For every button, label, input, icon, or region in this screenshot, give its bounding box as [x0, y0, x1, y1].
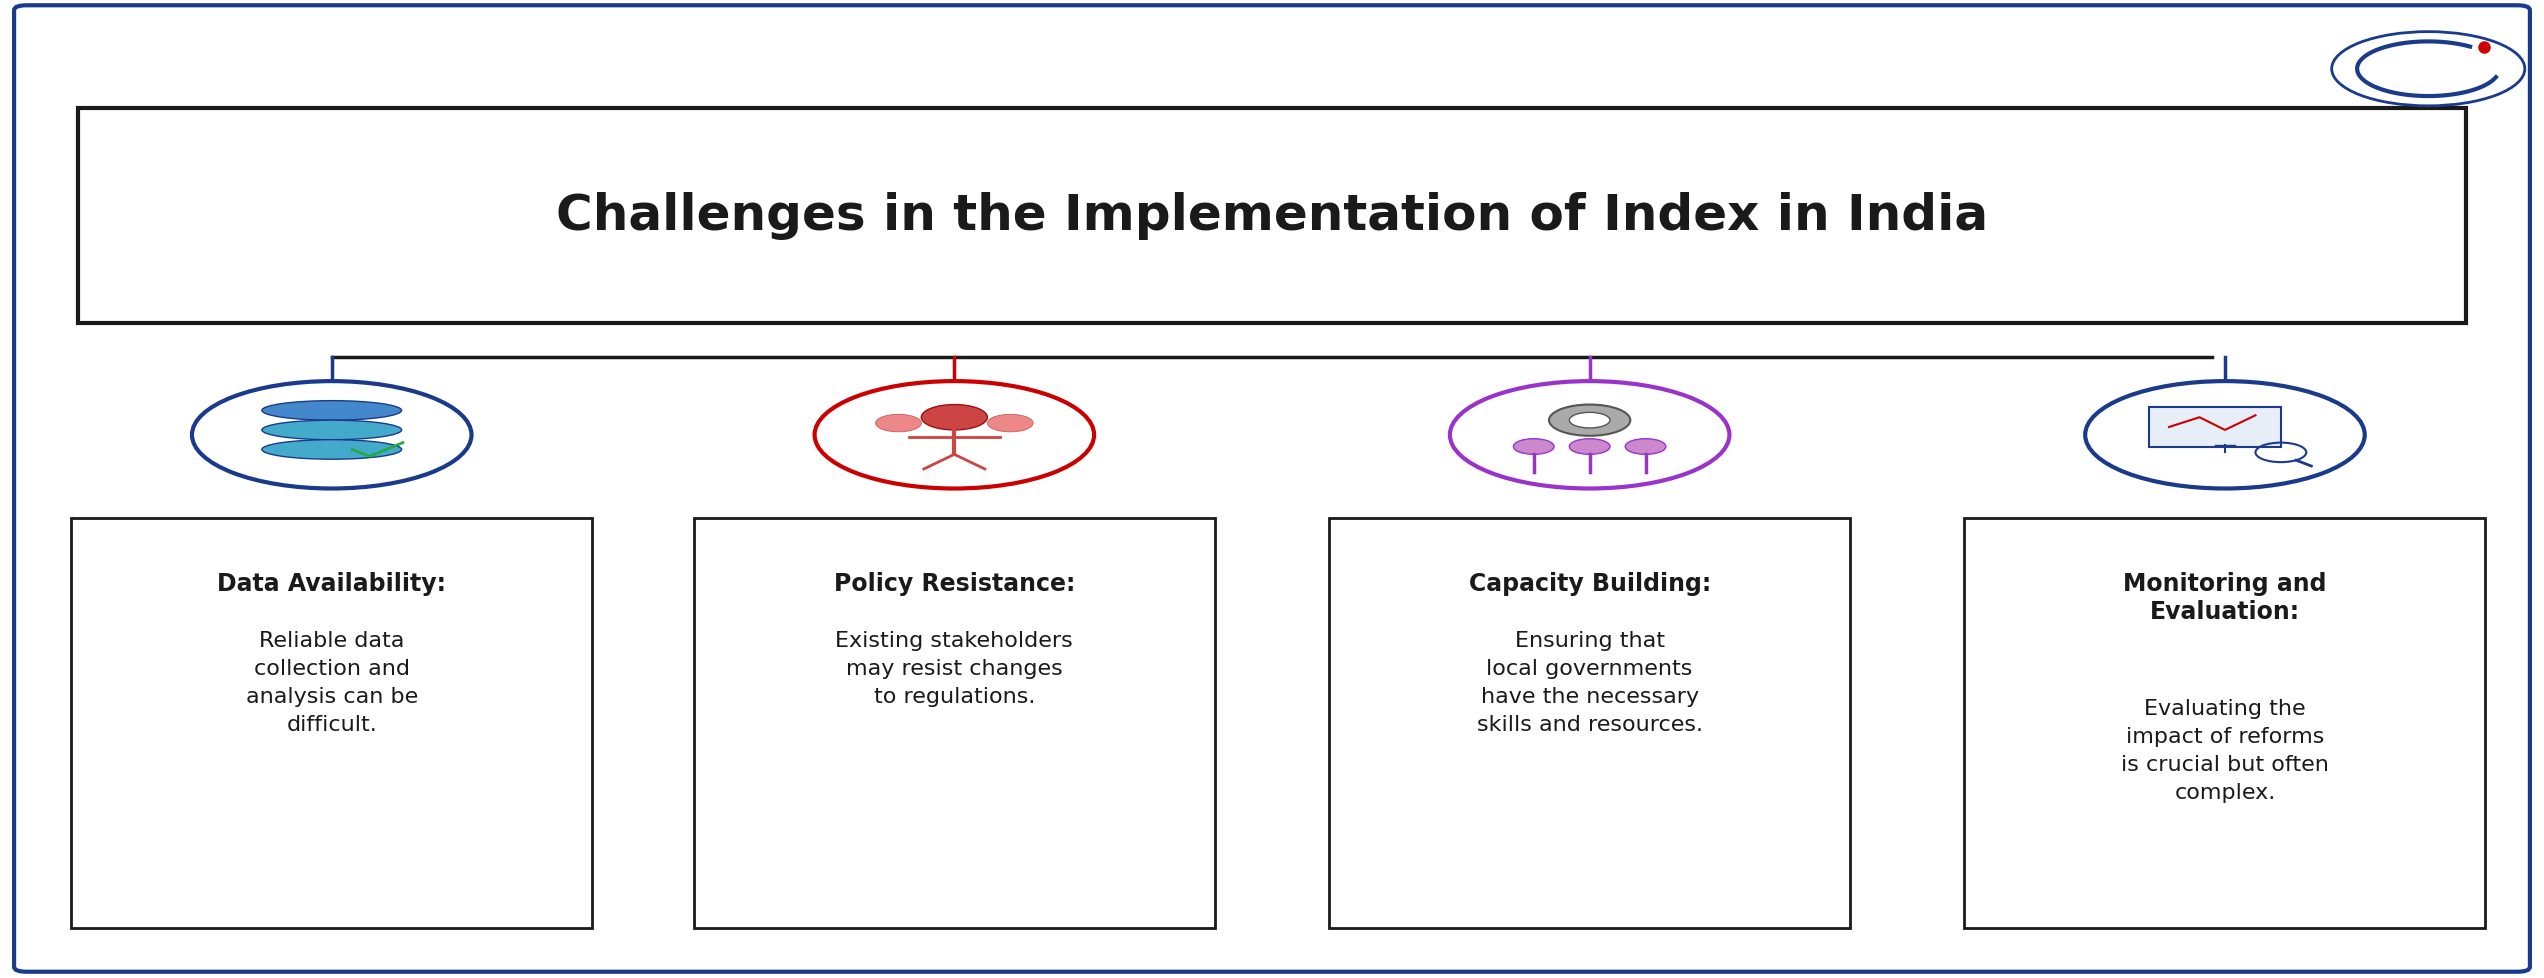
Text: Policy Resistance:: Policy Resistance:: [834, 572, 1076, 596]
Text: Capacity Building:: Capacity Building:: [1468, 572, 1710, 596]
FancyBboxPatch shape: [1328, 518, 1849, 928]
Circle shape: [191, 381, 471, 489]
Circle shape: [1626, 439, 1666, 455]
Circle shape: [1549, 405, 1631, 436]
FancyBboxPatch shape: [15, 6, 2529, 972]
Circle shape: [1514, 439, 1554, 455]
Text: Monitoring and
Evaluation:: Monitoring and Evaluation:: [2124, 572, 2328, 624]
Circle shape: [875, 415, 921, 432]
Circle shape: [1570, 439, 1610, 455]
Ellipse shape: [262, 440, 402, 460]
FancyBboxPatch shape: [71, 518, 593, 928]
Text: Reliable data
collection and
analysis can be
difficult.: Reliable data collection and analysis ca…: [247, 631, 417, 734]
Circle shape: [1570, 413, 1610, 428]
Circle shape: [814, 381, 1094, 489]
Circle shape: [2086, 381, 2366, 489]
FancyBboxPatch shape: [79, 109, 2465, 323]
Text: Data Availability:: Data Availability:: [216, 572, 445, 596]
Text: Ensuring that
local governments
have the necessary
skills and resources.: Ensuring that local governments have the…: [1476, 631, 1702, 734]
Text: Evaluating the
impact of reforms
is crucial but often
complex.: Evaluating the impact of reforms is cruc…: [2122, 698, 2328, 803]
Circle shape: [987, 415, 1033, 432]
FancyBboxPatch shape: [1964, 518, 2485, 928]
Ellipse shape: [262, 421, 402, 440]
Ellipse shape: [262, 401, 402, 421]
Circle shape: [2333, 32, 2524, 107]
Circle shape: [1450, 381, 1730, 489]
FancyBboxPatch shape: [695, 518, 1216, 928]
Circle shape: [921, 405, 987, 430]
FancyBboxPatch shape: [2150, 408, 2282, 447]
Text: Existing stakeholders
may resist changes
to regulations.: Existing stakeholders may resist changes…: [834, 631, 1074, 706]
Text: Challenges in the Implementation of Index in India: Challenges in the Implementation of Inde…: [557, 192, 1987, 240]
